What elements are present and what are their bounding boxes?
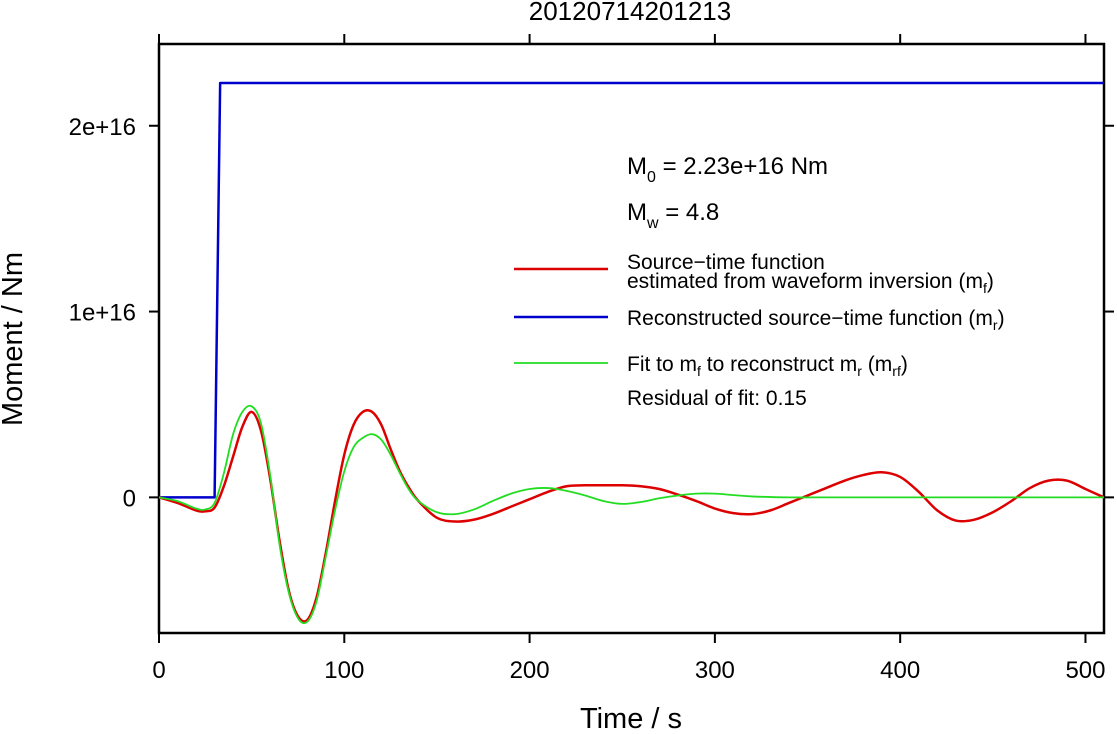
x-tick-label-3: 300 xyxy=(695,657,735,684)
mw-annotation: Mw = 4.8 xyxy=(627,199,719,232)
y-axis: 0 1e+16 2e+16 xyxy=(69,114,1114,512)
legend-label-red-line1: Source−time function xyxy=(627,251,825,274)
residual-annotation: Residual of fit: 0.15 xyxy=(627,387,807,410)
legend-label-red-line2: estimated from waveform inversion (mf) xyxy=(627,270,994,296)
x-axis: 0 100 200 300 400 500 xyxy=(152,34,1105,684)
y-tick-label-0: 0 xyxy=(123,485,136,512)
x-tick-label-1: 100 xyxy=(324,657,364,684)
m0-annotation: M0 = 2.23e+16 Nm xyxy=(627,153,828,186)
y-axis-title: Moment / Nm xyxy=(0,252,29,426)
plot-frame xyxy=(157,42,1106,635)
series-estimated-stf xyxy=(159,409,1104,623)
series-layer xyxy=(159,81,1104,625)
series-fit-curve xyxy=(159,404,1104,625)
legend-label-blue: Reconstructed source−time function (mr) xyxy=(627,307,1005,333)
legend: Source−time function estimated from wave… xyxy=(514,251,1005,410)
y-tick-label-1: 1e+16 xyxy=(69,300,136,327)
legend-label-green: Fit to mf to reconstruct mr (mrf) xyxy=(627,353,908,379)
series-reconstructed-stf xyxy=(159,81,1104,499)
chart-title: 20120714201213 xyxy=(529,0,731,26)
x-tick-label-0: 0 xyxy=(152,657,165,684)
x-axis-title: Time / s xyxy=(580,703,682,734)
x-tick-label-2: 200 xyxy=(510,657,550,684)
x-tick-label-5: 500 xyxy=(1065,657,1105,684)
x-tick-label-4: 400 xyxy=(880,657,920,684)
y-tick-label-2: 2e+16 xyxy=(69,114,136,141)
